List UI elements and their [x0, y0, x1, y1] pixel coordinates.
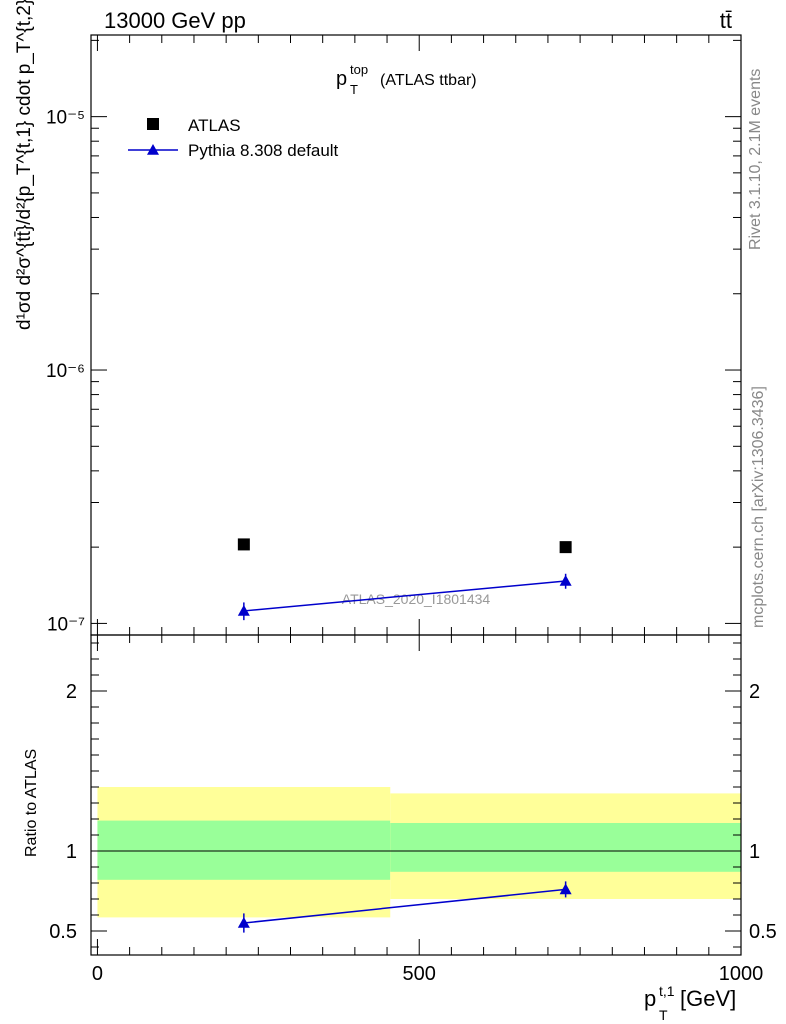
- ratio-data-point: [237, 917, 250, 928]
- ratio-frame: [90, 634, 742, 956]
- x-tick-label: 1000: [719, 963, 764, 985]
- ratio-pythia-line: [243, 888, 566, 924]
- atlas-data-point: [559, 541, 572, 554]
- main-axes: 10⁻⁷ 10⁻⁶ 10⁻⁵: [46, 34, 742, 636]
- main-title-sub: T: [350, 82, 358, 97]
- legend-pythia-marker: [147, 144, 159, 155]
- x-axis-label-sub: T: [659, 1007, 668, 1023]
- ratio-uncertainty-bands: [91, 787, 741, 918]
- green-band-0: [97, 820, 391, 880]
- x-axis-label-unit: [GeV]: [680, 986, 736, 1011]
- ratio-axes: 0.5 0.5 1 1 2 2 0 500 1000: [49, 634, 777, 985]
- atlas-data-point: [237, 538, 250, 551]
- main-title-sup: top: [350, 62, 368, 77]
- legend-pythia-label: Pythia 8.308 default: [188, 141, 339, 160]
- watermark-label: ATLAS_2020_I1801434: [342, 591, 491, 607]
- main-data-marks: [237, 538, 572, 621]
- mcplots-label: mcplots.cern.ch [arXiv:1306.3436]: [750, 386, 767, 628]
- legend-atlas-label: ATLAS: [188, 116, 241, 135]
- ratio-y-tick-label: 1: [66, 841, 77, 863]
- legend: ATLAS Pythia 8.308 default: [128, 116, 339, 160]
- x-axis-label-sup: t,1: [659, 983, 675, 999]
- main-y-axis-label: d¹σd d²σ^{tt̄}/d²{p_T^{t,1} cdot p_T^{t,…: [14, 0, 35, 330]
- ratio-y-tick-label: 0.5: [49, 921, 77, 943]
- pythia-data-point: [559, 575, 572, 586]
- main-title-rest: (ATLAS ttbar): [380, 72, 477, 89]
- x-axis-label: p T t,1 [GeV]: [644, 983, 736, 1023]
- main-title-p: p: [336, 68, 347, 90]
- x-axis-label-p: p: [644, 986, 656, 1011]
- x-tick-label: 500: [403, 963, 436, 985]
- legend-atlas-marker: [147, 118, 159, 130]
- x-tick-label: 0: [92, 963, 103, 985]
- main-title: p top T (ATLAS ttbar): [336, 62, 477, 97]
- green-band-1: [390, 823, 741, 872]
- ratio-y-tick-label-right: 1: [749, 841, 760, 863]
- ratio-y-tick-label: 2: [66, 681, 77, 703]
- ratio-y-axis-label: Ratio to ATLAS: [23, 749, 40, 857]
- main-y-tick-label: 10⁻⁵: [46, 108, 85, 129]
- rivet-label: Rivet 3.1.10, 2.1M events: [747, 69, 764, 250]
- header-left-label: 13000 GeV pp: [104, 8, 246, 33]
- pythia-data-point: [237, 604, 250, 616]
- ratio-data-point: [559, 883, 572, 895]
- header-right-label: tt̄: [720, 8, 732, 33]
- ratio-data-marks: [237, 881, 572, 933]
- main-y-tick-label: 10⁻⁷: [47, 614, 85, 635]
- ratio-y-tick-label-right: 2: [749, 681, 760, 703]
- pythia-line: [243, 580, 566, 612]
- main-y-tick-label: 10⁻⁶: [46, 361, 85, 382]
- ratio-y-tick-label-right: 0.5: [749, 921, 777, 943]
